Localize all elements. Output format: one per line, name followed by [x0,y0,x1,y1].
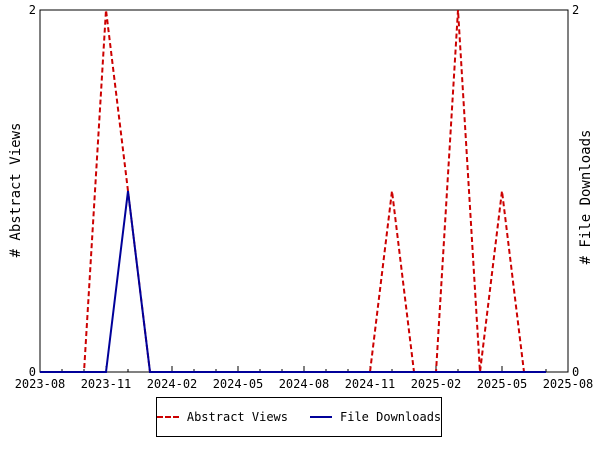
y-axis-right-label: # File Downloads [578,130,594,265]
legend-item-abstract-views: Abstract Views [156,410,288,424]
series-line-abstract-views [40,9,546,373]
legend-swatch-file-downloads [310,416,332,418]
x-tick-label: 2024-08 [279,377,330,391]
y-left-tick-label: 2 [29,3,36,17]
x-tick-label: 2023-08 [15,377,66,391]
legend-label-abstract-views: Abstract Views [186,410,288,424]
x-tick-label: 2025-02 [411,377,462,391]
x-tick-label: 2023-11 [81,377,132,391]
axis-group: 2023-08 2023-11 2024-02 2024-05 2024-08 2024-… [15,3,594,391]
series-line-file-downloads [40,190,546,373]
x-tick-label: 2024-05 [213,377,264,391]
legend-swatch-abstract-views [156,416,179,418]
x-tick-label: 2025-05 [477,377,528,391]
x-tick-label: 2025-08 [543,377,594,391]
y-axis-left-label: # Abstract Views [8,123,24,258]
legend-item-file-downloads: File Downloads [310,410,441,424]
y-right-tick-label: 0 [572,365,579,379]
x-tick-label: 2024-02 [147,377,198,391]
plot-frame [39,9,569,373]
y-left-tick-label: 0 [29,365,36,379]
x-tick-label: 2024-11 [345,377,396,391]
y-right-tick-label: 2 [572,3,579,17]
legend: Abstract Views File Downloads [156,397,442,437]
legend-label-file-downloads: File Downloads [340,410,442,424]
series-group [40,9,546,373]
